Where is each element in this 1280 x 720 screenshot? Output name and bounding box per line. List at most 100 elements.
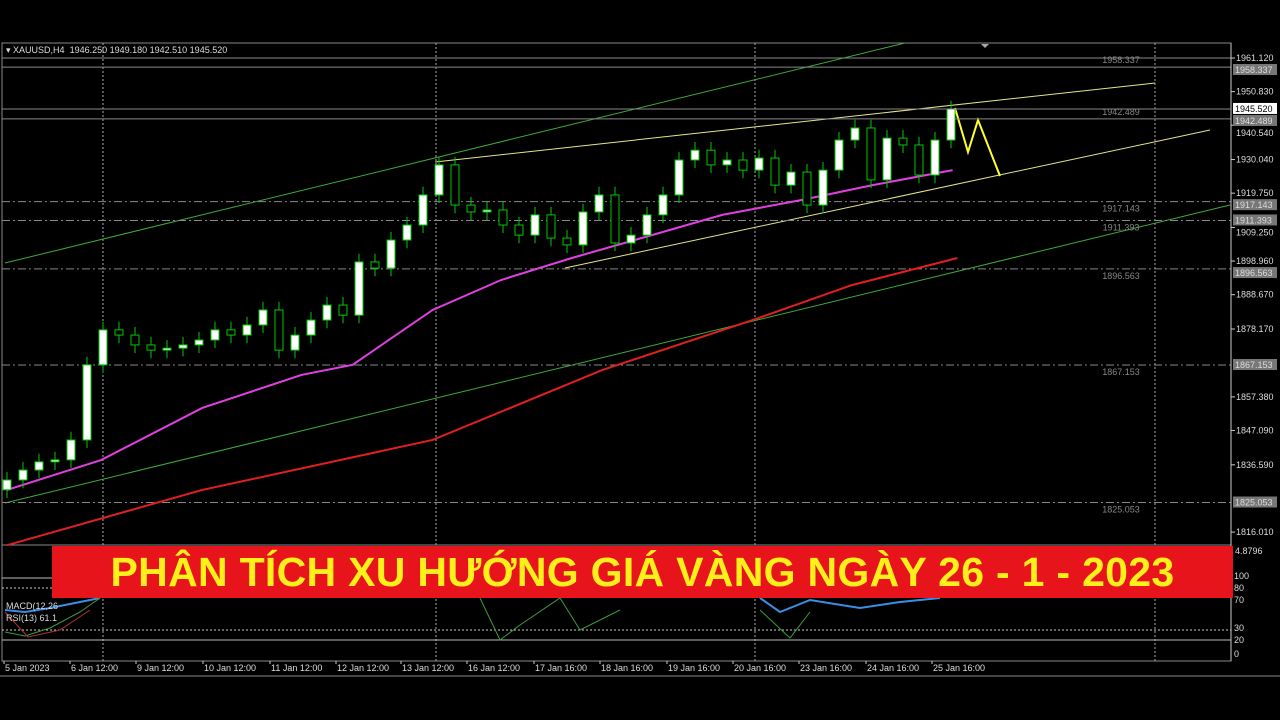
level-price-tag-text: 1825.053 [1235,498,1273,508]
level-price-tag-text: 1911.393 [1235,215,1272,225]
level-label: 1825.053 [1102,505,1140,515]
candle-body [242,324,252,336]
time-label: 19 Jan 16:00 [668,663,720,673]
banner-title: PHÂN TÍCH XU HƯỚNG GIÁ VÀNG NGÀY 26 - 1 … [110,548,1175,595]
price-tick-label: 1816.010 [1236,527,1274,537]
level-price-tag [1233,214,1277,226]
price-tick-label: 1940.540 [1236,128,1274,138]
time-label: 20 Jan 16:00 [734,663,786,673]
candle-body [322,304,332,321]
candle-body [562,237,572,246]
candle-body [482,209,492,213]
level-price-tag-text: 1942.489 [1235,116,1273,126]
price-tick-label: 1888.670 [1236,290,1274,300]
candle-body [18,469,28,481]
candle-body [930,139,940,176]
candle-body [50,459,60,463]
candle-body [82,364,92,441]
price-tick-label: 1898.960 [1236,256,1274,266]
candle-body [290,334,300,351]
candle-body [706,149,716,166]
candle-body [530,214,540,236]
level-price-tag [1233,199,1277,211]
candle-body [434,164,444,196]
ohlc-readout: 1946.250 1949.180 1942.510 1945.520 [69,45,228,55]
candle-body [514,224,524,236]
macd-label: MACD(12,26 [6,601,59,611]
price-tick-label: 1847.090 [1236,426,1274,436]
time-label: 24 Jan 16:00 [867,663,919,673]
candle-body [578,211,588,246]
level-price-tag [1233,358,1277,370]
candle-body [946,108,956,141]
candle-body [882,137,892,181]
time-label: 13 Jan 12:00 [402,663,454,673]
level-price-tag [1233,267,1277,279]
price-tick-label: 1878.170 [1236,324,1274,334]
candle-body [306,319,316,336]
projection-path [954,107,1001,177]
candle-body [546,214,556,239]
price-tick-label: 1909.250 [1236,227,1274,237]
price-tick-label: 1836.590 [1236,460,1274,470]
time-label: 23 Jan 16:00 [800,663,852,673]
candle-body [658,194,668,216]
time-label: 11 Jan 12:00 [271,663,322,673]
candle-body [674,159,684,196]
candle-body [354,261,364,316]
candle-body [610,194,620,244]
candle-body [418,194,428,226]
signal-line [479,597,621,641]
time-label: 10 Jan 12:00 [204,663,256,673]
trendline-upper [434,82,1156,163]
candle-body [626,234,636,244]
candle-body [594,194,604,213]
title-banner: PHÂN TÍCH XU HƯỚNG GIÁ VÀNG NGÀY 26 - 1 … [52,546,1233,598]
candle-body [450,164,460,206]
candle-body [642,214,652,236]
candle-body [690,149,700,161]
price-tick-label: 1857.380 [1236,392,1274,402]
chart-header: ▾ XAUUSD,H4 1946.250 1949.180 1942.510 1… [6,45,228,55]
level-label: 1867.153 [1102,367,1140,377]
time-label: 18 Jan 16:00 [601,663,653,673]
candle-body [898,137,908,146]
candle-body [498,209,508,226]
time-label: 5 Jan 2023 [5,663,50,673]
rsi-label: RSI(13) 61.1 [6,613,58,623]
price-tick-label: 1961.120 [1236,53,1274,63]
current-price-text: 1945.520 [1235,104,1273,114]
time-label: 16 Jan 12:00 [468,663,520,673]
candle-body [146,344,156,351]
time-label: 12 Jan 12:00 [337,663,389,673]
candle-body [754,157,764,171]
level-label: 1917.143 [1102,204,1140,214]
level-price-tag [1233,114,1277,126]
ma-fast-line [6,169,953,491]
time-label: 9 Jan 12:00 [137,663,184,673]
level-price-tag [1233,496,1277,508]
macd-value: 4.8796 [1235,546,1263,556]
level-price-tag [1233,64,1277,75]
level-label: 1911.393 [1103,222,1140,232]
level-price-tag-text: 1867.153 [1235,360,1273,370]
level-label: 1958.337 [1102,55,1140,65]
candle-body [130,334,140,346]
symbol-label: XAUUSD,H4 [13,45,65,55]
candle-body [338,304,348,316]
rsi-axis-label: 20 [1234,635,1244,645]
level-price-tag-text: 1917.143 [1235,200,1273,210]
candle-body [738,159,748,171]
level-price-tag-text: 1958.337 [1235,65,1273,75]
candle-body [850,127,860,141]
candle-body [786,171,796,186]
time-label: 25 Jan 16:00 [933,663,985,673]
rsi-line [759,597,941,614]
candle-body [162,347,172,351]
candle-body [226,329,236,336]
candle-body [2,479,12,491]
level-price-tag-text: 1896.563 [1235,268,1273,278]
rsi-axis-label: 80 [1234,583,1244,593]
channel-lower [4,204,1231,504]
